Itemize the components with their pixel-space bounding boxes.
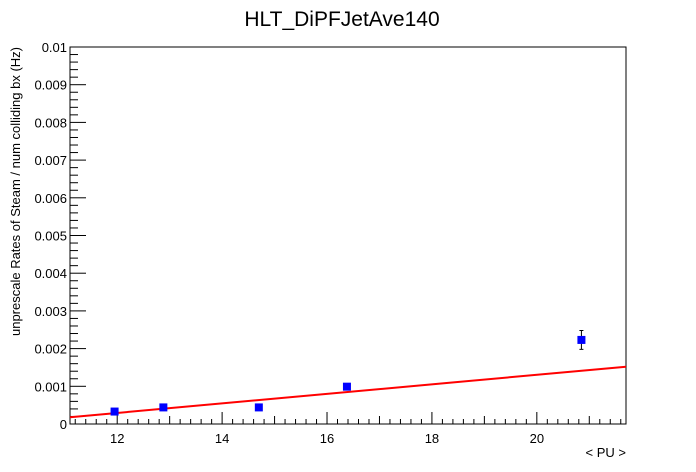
x-tick-label: 12 xyxy=(110,431,124,446)
x-tick-label: 14 xyxy=(215,431,229,446)
data-point xyxy=(342,382,351,391)
x-axis-label: < PU > xyxy=(586,445,626,460)
x-tick-label: 18 xyxy=(425,431,439,446)
x-tick-label: 16 xyxy=(320,431,334,446)
y-tick-label: 0.006 xyxy=(34,191,67,206)
x-axis: 12 14 16 18 20 xyxy=(74,412,622,446)
y-tick-label: 0.004 xyxy=(34,266,67,281)
y-tick-label: 0.002 xyxy=(34,342,67,357)
data-point xyxy=(254,403,263,412)
y-tick-label: 0.007 xyxy=(34,153,67,168)
y-tick-label: 0.01 xyxy=(42,40,67,55)
data-point xyxy=(110,407,119,416)
y-tick-label: 0 xyxy=(60,417,67,432)
y-tick-label: 0.008 xyxy=(34,115,67,130)
data-point xyxy=(577,335,586,344)
plot-frame xyxy=(69,46,627,425)
y-axis: 0 0.001 0.002 0.003 0.004 0.005 0.006 0.007 0.00… xyxy=(34,40,86,432)
y-axis-label: unprescale Rates of Steam / num collidin… xyxy=(8,47,23,336)
data-points xyxy=(110,330,586,416)
chart-title: HLT_DiPFJetAve140 xyxy=(244,8,439,31)
y-tick-label: 0.003 xyxy=(34,304,67,319)
x-tick-label: 20 xyxy=(530,431,544,446)
y-tick-label: 0.009 xyxy=(34,78,67,93)
data-point xyxy=(159,403,168,412)
fit-line xyxy=(69,365,627,419)
y-tick-label: 0.005 xyxy=(34,229,67,244)
y-tick-label: 0.001 xyxy=(34,379,67,394)
